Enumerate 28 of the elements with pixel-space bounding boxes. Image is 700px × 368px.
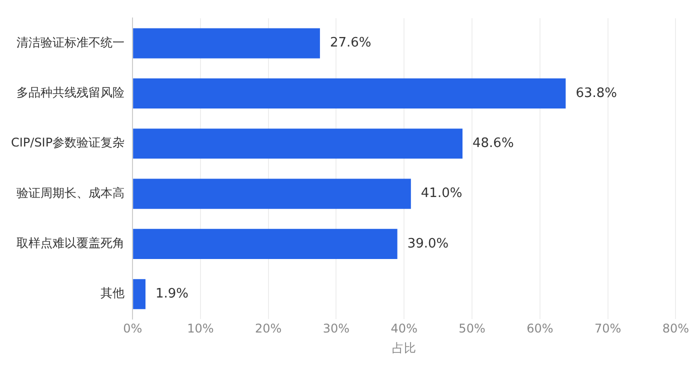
data-label: 48.6% <box>472 136 514 151</box>
x-tick-label: 80% <box>662 322 689 336</box>
y-tick-label: 多品种共线残留风险 <box>16 86 125 100</box>
data-label: 41.0% <box>420 186 462 202</box>
bar <box>133 228 398 259</box>
data-label: 63.8% <box>576 86 618 101</box>
y-tick-label: 验证周期长、成本高 <box>16 186 125 200</box>
bar <box>133 78 566 108</box>
y-tick-label: 其他 <box>100 286 125 300</box>
data-label: 39.0% <box>407 236 449 252</box>
bar <box>133 28 320 58</box>
data-label: 1.9% <box>155 286 189 302</box>
y-tick-label: 清洁验证标准不统一 <box>16 35 125 50</box>
x-axis-title: 占比 <box>392 340 416 355</box>
y-tick-label: CIP/SIP参数验证复杂 <box>10 136 125 150</box>
data-label: 27.6% <box>330 36 372 51</box>
x-tick-label: 30% <box>322 322 350 336</box>
x-tick-label: 0% <box>123 322 142 336</box>
x-tick-label: 40% <box>390 322 418 336</box>
x-tick-label: 10% <box>187 322 214 336</box>
x-tick-label: 60% <box>526 322 554 336</box>
bar <box>133 279 146 310</box>
x-tick-label: 20% <box>255 322 282 336</box>
x-tick-label: 50% <box>458 322 486 336</box>
x-tick-label: 70% <box>594 322 622 336</box>
y-tick-label: 取样点难以覆盖死角 <box>16 236 125 250</box>
bar <box>133 128 463 159</box>
bar <box>133 178 411 209</box>
